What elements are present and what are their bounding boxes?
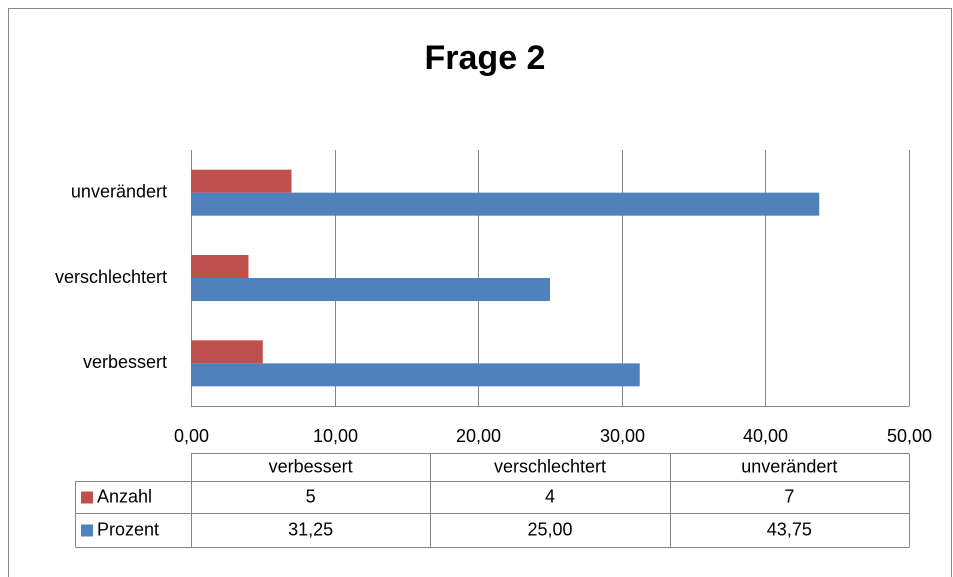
table-header: unverändert — [741, 456, 837, 476]
bar — [191, 169, 292, 193]
chart-border — [8, 8, 952, 577]
bar — [191, 363, 640, 387]
bar — [191, 255, 249, 278]
bar — [191, 278, 550, 301]
legend-key — [81, 524, 93, 537]
x-tick-label: 40,00 — [743, 426, 788, 446]
legend-label: Anzahl — [97, 486, 152, 506]
bar — [191, 192, 820, 216]
table-cell: 25,00 — [527, 519, 572, 539]
x-tick-label: 10,00 — [313, 426, 358, 446]
y-tick-label: unverändert — [71, 181, 167, 201]
chart-title: Frage 2 — [425, 39, 546, 77]
y-tick-label: verschlechtert — [55, 267, 167, 287]
table-cell: 5 — [306, 486, 316, 506]
y-tick-label: verbessert — [83, 352, 167, 372]
table-cell: 31,25 — [288, 519, 333, 539]
x-tick-label: 0,00 — [174, 426, 209, 446]
legend-key — [81, 491, 93, 504]
x-tick-label: 20,00 — [456, 426, 501, 446]
legend-label: Prozent — [97, 519, 159, 539]
table-header: verbessert — [269, 456, 353, 476]
x-tick-label: 30,00 — [600, 426, 645, 446]
table-cell: 7 — [784, 486, 794, 506]
table-cell: 43,75 — [767, 519, 812, 539]
x-tick-label: 50,00 — [887, 426, 932, 446]
table-cell: 4 — [545, 486, 555, 506]
bar — [191, 340, 263, 364]
table-header: verschlechtert — [494, 456, 606, 476]
